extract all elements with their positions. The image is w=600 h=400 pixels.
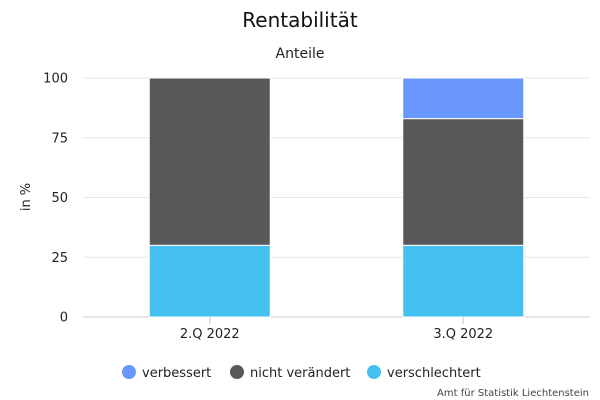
legend-marker [367,365,381,379]
legend-item[interactable]: verschlechtert [367,365,481,381]
bar-segment [402,244,525,318]
legend[interactable]: verbessert nicht verändert verschlechtert [122,365,481,381]
legend-marker [122,365,136,379]
x-axis-ticks: 2.Q 2022 3.Q 2022 [180,317,493,342]
chart-title: Rentabilität [242,8,358,32]
y-tick-label: 100 [43,72,68,87]
bar-segment [402,77,525,120]
y-tick-label: 75 [51,131,68,146]
x-tick-label: 2.Q 2022 [180,327,240,342]
legend-label: verschlechtert [387,366,481,381]
legend-label: verbessert [142,366,211,381]
y-axis-ticks: 0 25 50 75 100 [43,72,68,326]
legend-item[interactable]: nicht verändert [230,365,350,381]
bar-segment [402,118,525,246]
y-tick-label: 0 [60,311,68,326]
credit-text: Amt für Statistik Liechtenstein [437,388,589,399]
legend-marker [230,365,244,379]
y-axis-title: in % [19,183,34,211]
y-tick-label: 50 [51,191,68,206]
legend-item[interactable]: verbessert [122,365,211,381]
chart-subtitle: Anteile [276,46,325,62]
y-tick-label: 25 [51,251,68,266]
bars [148,77,525,318]
bar-segment [148,244,271,318]
x-tick-label: 3.Q 2022 [433,327,493,342]
legend-label: nicht verändert [250,366,350,381]
bar-segment [148,77,271,246]
